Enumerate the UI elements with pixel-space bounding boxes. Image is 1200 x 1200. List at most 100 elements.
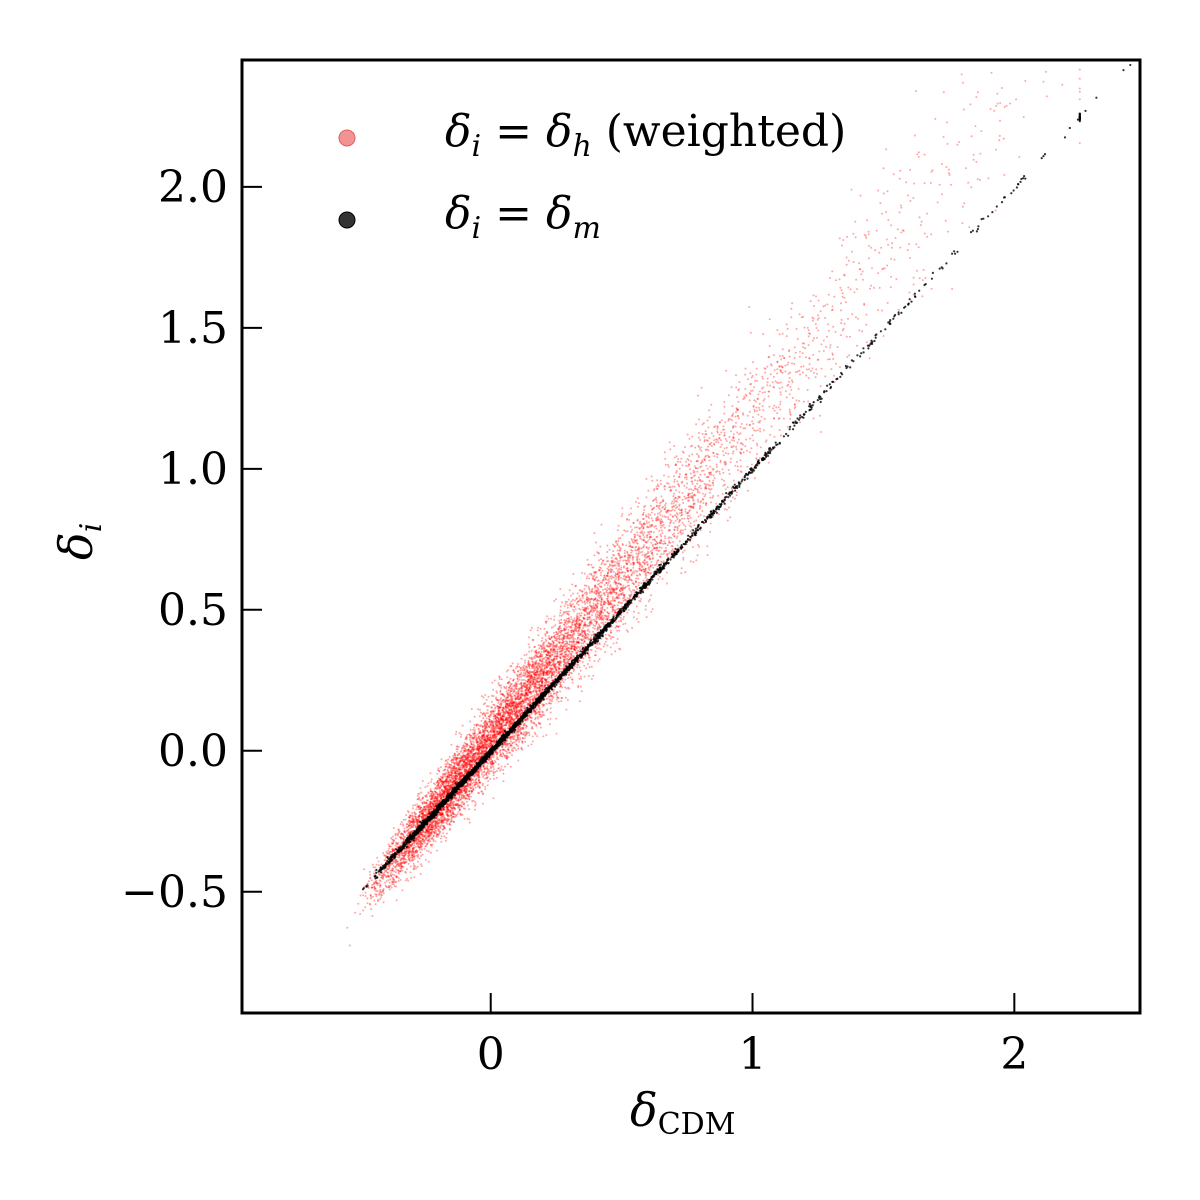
halo-point	[466, 783, 469, 786]
halo-point	[718, 433, 721, 436]
halo-point	[703, 436, 706, 439]
halo-point	[388, 881, 391, 884]
halo-point	[521, 679, 523, 682]
halo-point	[440, 837, 442, 840]
halo-point	[673, 485, 676, 488]
halo-point	[887, 219, 890, 221]
halo-point	[623, 549, 626, 552]
halo-point	[616, 586, 619, 589]
halo-point	[406, 877, 409, 880]
halo-point	[998, 139, 1001, 142]
halo-point	[786, 426, 789, 429]
halo-point	[898, 177, 901, 180]
halo-point	[729, 516, 732, 519]
halo-point	[457, 810, 460, 813]
halo-point	[762, 399, 765, 402]
halo-point	[667, 475, 670, 478]
halo-point	[849, 335, 851, 338]
halo-point	[667, 516, 669, 518]
halo-point	[550, 626, 553, 629]
halo-point	[732, 433, 735, 436]
halo-point	[591, 614, 593, 617]
halo-point	[621, 507, 624, 510]
halo-point	[474, 786, 477, 789]
halo-point	[675, 537, 678, 540]
halo-point	[541, 710, 544, 713]
halo-point	[922, 268, 925, 271]
halo-point	[643, 544, 646, 547]
halo-point	[514, 696, 517, 699]
halo-point	[456, 792, 459, 795]
halo-point	[538, 686, 541, 689]
halo-point	[861, 270, 864, 273]
halo-point	[812, 339, 814, 342]
halo-point	[573, 644, 576, 647]
halo-point	[534, 654, 537, 657]
halo-point	[535, 683, 538, 686]
halo-point	[626, 581, 629, 584]
halo-point	[565, 647, 568, 650]
halo-point	[506, 711, 509, 713]
halo-point	[569, 658, 572, 661]
halo-point	[521, 748, 524, 751]
halo-point	[534, 666, 537, 669]
halo-point	[706, 545, 709, 548]
halo-point	[391, 873, 394, 876]
halo-point	[576, 592, 579, 595]
halo-point	[359, 913, 362, 915]
halo-point	[508, 708, 511, 711]
halo-point	[628, 542, 631, 545]
halo-point	[942, 91, 945, 94]
halo-point	[676, 518, 679, 521]
halo-point	[539, 675, 542, 677]
halo-point	[675, 455, 678, 458]
halo-point	[993, 109, 996, 112]
halo-point	[487, 737, 490, 740]
halo-point	[510, 716, 513, 719]
halo-point	[719, 439, 722, 442]
halo-point	[718, 473, 721, 475]
halo-point	[406, 829, 409, 832]
halo-point	[458, 789, 461, 792]
halo-point	[523, 664, 526, 667]
halo-point	[660, 553, 663, 556]
halo-point	[626, 530, 629, 533]
halo-point	[703, 495, 706, 498]
halo-point	[877, 272, 880, 275]
halo-point	[459, 775, 462, 778]
halo-point	[564, 645, 567, 648]
halo-point	[590, 572, 593, 575]
halo-point	[600, 598, 603, 600]
halo-point	[730, 419, 733, 422]
halo-point	[501, 744, 504, 747]
halo-point	[854, 220, 857, 223]
halo-point	[372, 866, 375, 869]
halo-point	[677, 458, 680, 461]
halo-point	[778, 365, 781, 368]
halo-point	[833, 381, 836, 384]
halo-point	[735, 445, 738, 448]
halo-point	[445, 811, 447, 814]
halo-point	[587, 585, 590, 588]
halo-point	[630, 590, 633, 593]
halo-point	[482, 792, 485, 795]
halo-point	[753, 408, 756, 411]
halo-point	[492, 715, 495, 718]
halo-point	[511, 692, 514, 695]
halo-point	[900, 206, 903, 209]
halo-point	[498, 712, 501, 715]
halo-point	[648, 538, 651, 541]
halo-point	[672, 502, 675, 505]
halo-point	[819, 385, 822, 388]
halo-point	[409, 822, 412, 825]
halo-point	[609, 563, 611, 566]
halo-point	[549, 711, 552, 714]
halo-point	[421, 843, 424, 845]
halo-point	[376, 884, 379, 887]
halo-point	[763, 417, 766, 420]
halo-point	[789, 371, 792, 374]
halo-point	[623, 552, 626, 555]
halo-point	[691, 453, 694, 456]
halo-point	[686, 514, 689, 517]
halo-point	[769, 433, 772, 436]
